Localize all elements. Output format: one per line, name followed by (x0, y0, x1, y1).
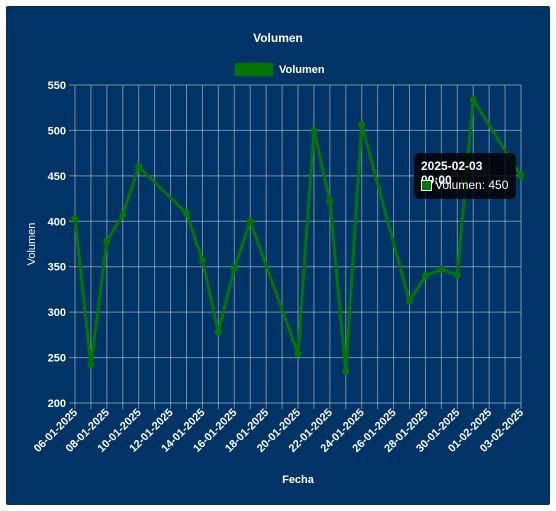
data-point (326, 197, 334, 205)
data-point (214, 328, 222, 336)
chart-panel: Volumen Volumen 200 250 300 350 400 450 500 550 06… (6, 6, 550, 505)
data-point (246, 217, 254, 225)
line-chart: VolumenVolumen20025030035040045050055006… (26, 31, 526, 486)
y-tick-label: 250 (48, 353, 66, 365)
legend-swatch (235, 63, 273, 76)
y-axis-label: Volumen (26, 223, 38, 266)
data-point (342, 367, 350, 375)
data-point (183, 209, 190, 217)
data-point (71, 215, 79, 223)
data-point (358, 121, 366, 129)
chart-tooltip: 2025-02-03 00:00 Volumen: 450 (414, 153, 516, 199)
y-tick-label: 400 (48, 216, 66, 228)
tooltip-row: Volumen: 450 (421, 178, 508, 192)
data-point (230, 265, 238, 273)
tooltip-color-swatch (421, 179, 432, 191)
y-tick-label: 300 (48, 307, 66, 319)
x-axis-label: Fecha (282, 474, 315, 486)
data-point (453, 271, 461, 279)
data-point (135, 163, 143, 171)
data-point (406, 297, 413, 305)
y-tick-label: 350 (48, 262, 66, 274)
y-tick-label: 450 (48, 171, 66, 183)
data-point (87, 361, 95, 369)
data-point (198, 256, 206, 264)
data-point (103, 237, 111, 245)
data-point (119, 211, 127, 219)
data-point (517, 172, 525, 180)
data-point (437, 265, 445, 273)
data-point (421, 272, 429, 280)
data-point (310, 126, 318, 134)
y-tick-label: 200 (48, 398, 66, 410)
y-tick-label: 550 (48, 80, 66, 92)
y-tick-label: 500 (48, 125, 66, 137)
tooltip-label: Volumen: 450 (435, 178, 509, 192)
data-point (469, 96, 477, 104)
data-point (294, 350, 302, 358)
chart-title: Volumen (253, 31, 303, 45)
legend-label: Volumen (279, 64, 325, 76)
